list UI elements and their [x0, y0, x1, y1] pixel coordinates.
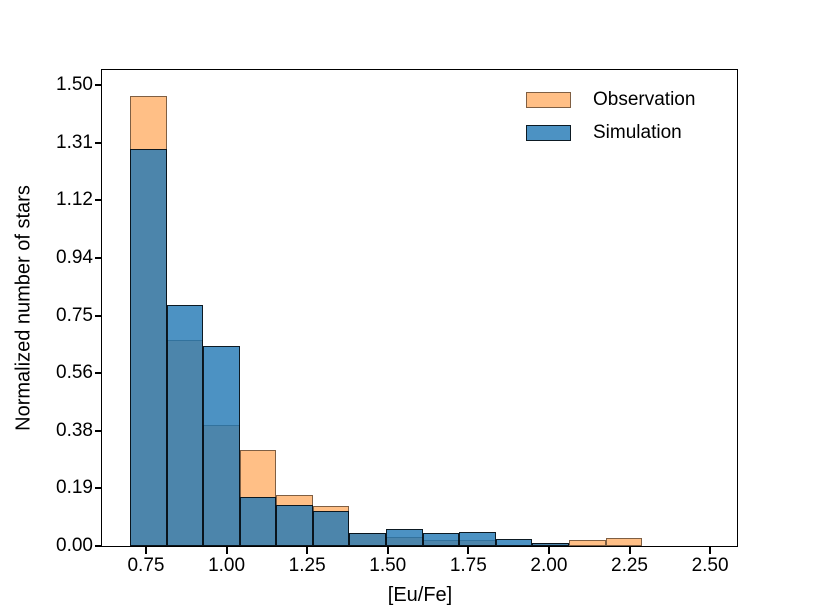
histogram-bar-observation-12 [568, 540, 606, 546]
histogram-bar-simulation-6 [349, 533, 386, 546]
simulation-swatch-icon [526, 124, 571, 141]
x-tick-label: 1.50 [369, 555, 407, 576]
histogram-bar-simulation-8 [422, 533, 460, 546]
histogram-bar-simulation-5 [312, 510, 350, 546]
y-tick-mark [95, 372, 102, 375]
legend-item-observation: Observation [526, 83, 695, 116]
legend-item-simulation: Simulation [526, 116, 695, 149]
x-tick-mark [386, 547, 389, 554]
y-tick-mark [95, 545, 102, 547]
histogram-bar-simulation-10 [495, 539, 533, 546]
x-tick-label: 2.00 [530, 555, 568, 576]
y-tick-label: 0.56 [56, 362, 93, 384]
x-tick-mark [709, 547, 712, 554]
histogram-bar-simulation-7 [385, 529, 423, 546]
x-tick-label: 1.00 [208, 555, 246, 576]
y-tick-label: 1.31 [56, 131, 93, 153]
y-tick-mark [95, 199, 102, 202]
y-tick-mark [95, 141, 102, 144]
histogram-bar-simulation-1 [166, 305, 204, 546]
x-tick-label: 2.25 [611, 555, 648, 576]
plot-area: Observation Simulation [101, 69, 738, 547]
y-tick-label: 0.00 [56, 535, 93, 556]
observation-swatch-icon [526, 91, 571, 108]
y-tick-mark [95, 256, 102, 259]
x-tick-mark [225, 547, 228, 554]
x-tick-mark [306, 547, 309, 554]
histogram-bar-simulation-0 [129, 149, 167, 546]
x-tick-label: 2.50 [691, 555, 729, 576]
x-tick-mark [467, 547, 470, 554]
y-tick-label: 1.12 [56, 189, 93, 211]
y-tick-label: 0.94 [56, 246, 93, 268]
legend-label-simulation: Simulation [593, 121, 682, 143]
y-tick-label: 1.50 [56, 74, 93, 96]
histogram-bar-simulation-2 [203, 345, 240, 546]
x-tick-label: 1.25 [288, 555, 326, 576]
legend-label-observation: Observation [593, 88, 696, 110]
y-tick-label: 0.38 [56, 419, 93, 441]
histogram-bar-simulation-9 [459, 532, 496, 546]
histogram-bar-simulation-4 [276, 505, 313, 546]
legend: Observation Simulation [526, 83, 695, 149]
y-tick-label: 0.19 [56, 477, 93, 499]
y-tick-mark [95, 84, 102, 87]
x-tick-mark [547, 547, 550, 554]
x-tick-mark [144, 547, 147, 554]
x-tick-label: 1.75 [449, 555, 487, 576]
x-axis-label: [Eu/Fe] [387, 584, 453, 606]
x-tick-mark [628, 547, 631, 554]
x-tick-label: 0.75 [127, 555, 165, 576]
y-tick-mark [95, 314, 102, 317]
y-tick-mark [95, 487, 102, 490]
histogram-bar-simulation-11 [532, 543, 569, 546]
y-tick-label: 0.75 [56, 304, 93, 326]
y-tick-mark [95, 429, 102, 432]
histogram-bar-simulation-3 [239, 496, 277, 546]
histogram-bar-observation-13 [605, 538, 643, 546]
